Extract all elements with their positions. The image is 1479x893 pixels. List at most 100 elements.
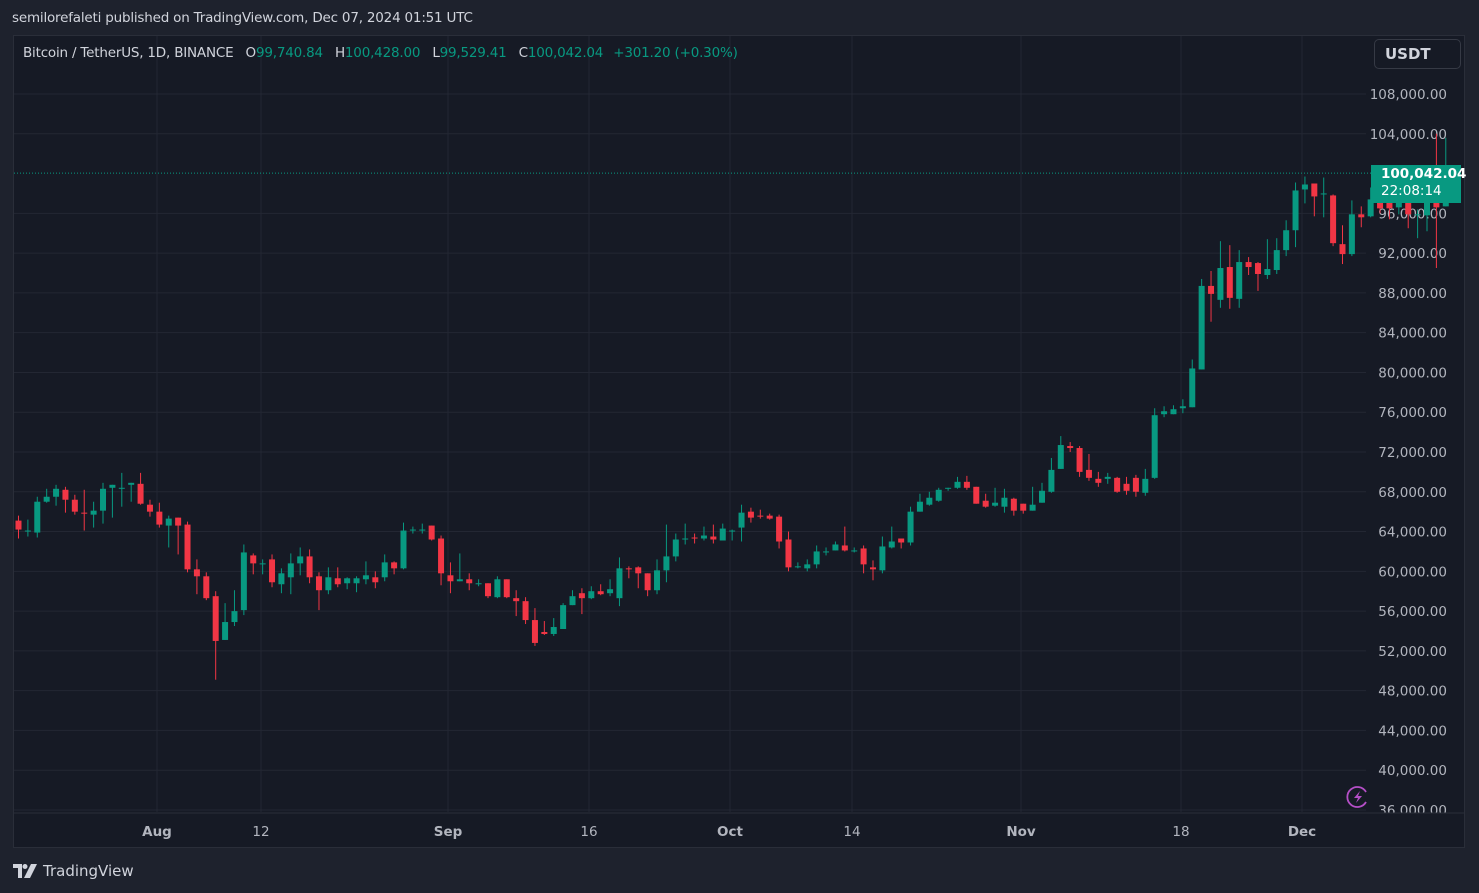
candle (1283, 230, 1290, 251)
candle (1208, 285, 1215, 294)
candle (315, 576, 322, 591)
candle (823, 551, 830, 553)
candle (475, 583, 482, 585)
price-tick: 84,000.00 (1378, 326, 1447, 342)
candle (541, 631, 548, 634)
candle (146, 504, 153, 512)
candle (372, 577, 379, 583)
currency-button[interactable]: USDT (1374, 39, 1461, 69)
candle (757, 515, 764, 517)
close-value: 100,042.04 (527, 45, 604, 61)
candle (1029, 504, 1036, 511)
price-tick: 104,000.00 (1370, 127, 1447, 143)
candle (1414, 214, 1421, 216)
candle (794, 566, 801, 568)
candle (898, 538, 905, 543)
candle (935, 489, 942, 501)
candle (1386, 202, 1393, 209)
low-label: L (432, 45, 440, 61)
candle (1020, 503, 1027, 511)
candle (1264, 269, 1271, 275)
candle (34, 501, 41, 533)
candle (1358, 214, 1365, 218)
tradingview-logo[interactable]: TradingView (13, 862, 134, 880)
candle (90, 510, 97, 515)
candle (212, 596, 219, 641)
candle (428, 525, 435, 540)
open-label: O (245, 45, 257, 61)
open-value: 99,740.84 (255, 45, 323, 61)
candle (1170, 409, 1177, 415)
candle (1076, 448, 1083, 472)
candle (531, 620, 538, 643)
candle (1245, 262, 1252, 268)
candle (1226, 267, 1233, 298)
price-tick: 48,000.00 (1378, 684, 1447, 700)
candle (203, 576, 210, 599)
candle (954, 481, 961, 488)
time-tick: 18 (1172, 824, 1189, 840)
candle (738, 512, 745, 528)
candle (578, 593, 585, 599)
candle (175, 517, 182, 526)
candle (635, 567, 642, 574)
price-tick: 52,000.00 (1378, 644, 1447, 660)
symbol-name[interactable]: Bitcoin / TetherUS, 1D, BINANCE (23, 45, 234, 61)
candle (513, 598, 520, 602)
price-tick: 64,000.00 (1378, 525, 1447, 541)
candle (804, 564, 811, 569)
high-value: 100,428.00 (344, 45, 421, 61)
candle (869, 567, 876, 570)
candle (1179, 406, 1186, 409)
publisher-credit: semilorefaleti published on TradingView.… (12, 10, 473, 26)
candle (1104, 476, 1111, 479)
candle (156, 511, 163, 525)
candle (907, 511, 914, 543)
chart-pane[interactable] (13, 35, 1465, 848)
candle (71, 499, 78, 512)
candle (916, 501, 923, 512)
candle (700, 535, 707, 539)
price-tick: 88,000.00 (1378, 286, 1447, 302)
price-tick: 44,000.00 (1378, 723, 1447, 739)
candle (1132, 477, 1139, 492)
candle (43, 496, 50, 502)
candle (184, 524, 191, 570)
candle (1330, 195, 1337, 244)
candle (81, 512, 88, 514)
candle (710, 536, 717, 540)
candle (400, 530, 407, 569)
high-label: H (334, 45, 345, 61)
price-axis[interactable]: 108,000.00104,000.0096,000.0092,000.0088… (14, 87, 1464, 847)
time-tick: 14 (843, 824, 860, 840)
candle (109, 484, 116, 488)
time-axis[interactable]: Aug 12 Sep 16 Oct 14 Nov 18 Dec (14, 812, 1465, 840)
last-price-label: 100,042.04 22:08:14 (1371, 165, 1467, 203)
last-price-value: 100,042.04 (1381, 166, 1467, 182)
candle (447, 575, 454, 582)
candle (607, 589, 614, 594)
candle (945, 487, 952, 489)
candle (485, 583, 491, 597)
candle (334, 578, 341, 585)
candle (438, 538, 445, 574)
candle (860, 548, 867, 565)
candle (766, 515, 773, 519)
candle (391, 562, 398, 569)
candle (1348, 214, 1355, 255)
lightning-icon[interactable] (1346, 785, 1370, 809)
candle (1405, 199, 1412, 215)
candle (1001, 497, 1008, 507)
symbol-legend: Bitcoin / TetherUS, 1D, BINANCE O99,740.… (23, 45, 738, 61)
candle (682, 538, 689, 540)
candle (231, 611, 238, 623)
candle (729, 530, 736, 532)
brand-name: TradingView (43, 862, 134, 880)
candle (785, 539, 792, 568)
price-tick: 60,000.00 (1378, 564, 1447, 580)
price-tick: 76,000.00 (1378, 405, 1447, 421)
candle (128, 482, 135, 485)
candle (287, 563, 294, 578)
candle (1320, 193, 1327, 195)
